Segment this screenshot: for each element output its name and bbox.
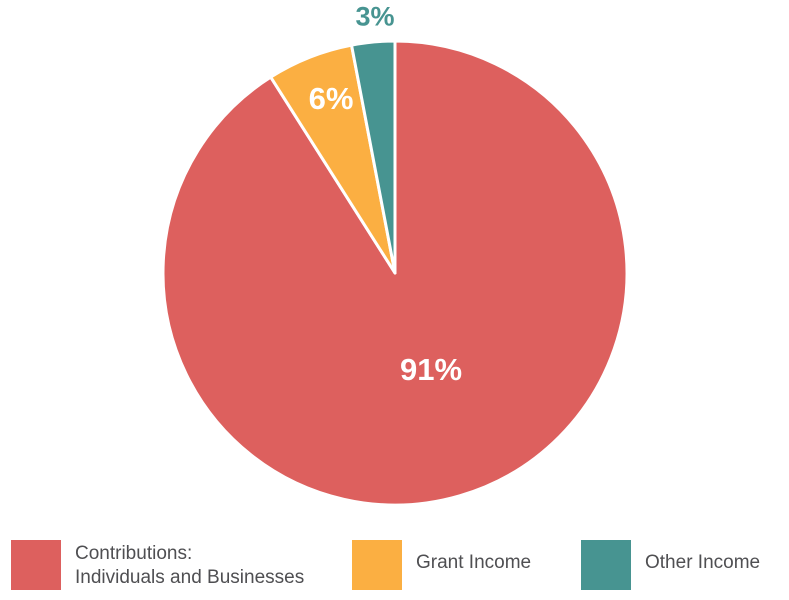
legend-item-other-income: Other Income bbox=[581, 540, 760, 590]
label-contributions: 91% bbox=[399, 352, 463, 387]
legend-swatch-contributions bbox=[11, 540, 61, 590]
pie-chart bbox=[161, 39, 629, 507]
label-other-income: 3% bbox=[355, 1, 395, 32]
legend-label-contributions: Contributions: Individuals and Businesse… bbox=[75, 543, 305, 588]
legend-swatch-grant-income bbox=[352, 540, 402, 590]
legend-item-grant-income: Grant Income bbox=[352, 540, 531, 590]
legend-swatch-other-income bbox=[581, 540, 631, 590]
label-grant-income: 6% bbox=[308, 81, 354, 116]
legend-label-other-income: Other Income bbox=[645, 552, 761, 573]
slice-other-income bbox=[350, 39, 397, 275]
legend-label-grant-income: Grant Income bbox=[416, 552, 532, 573]
legend-item-contributions: Contributions: Individuals and Businesse… bbox=[11, 540, 304, 590]
